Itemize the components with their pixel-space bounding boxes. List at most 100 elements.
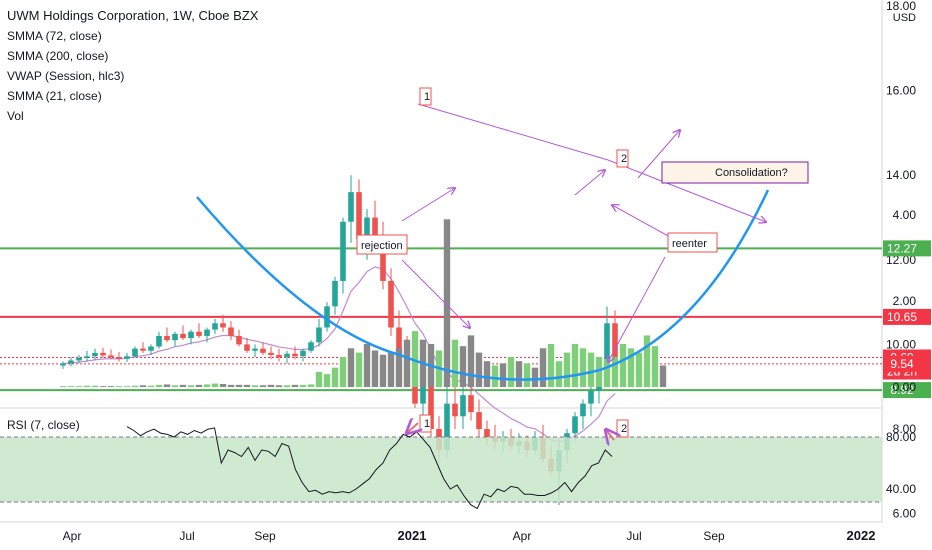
volume-bar xyxy=(155,384,163,387)
candle-body xyxy=(468,395,474,413)
volume-bar xyxy=(379,354,387,387)
volume-bar xyxy=(195,384,203,387)
rsi-tick-label: 80.00 xyxy=(886,430,916,444)
level-badge-label: 9.54 xyxy=(890,357,914,371)
volume-bar xyxy=(275,385,283,387)
candle-body xyxy=(284,353,290,358)
volume-bar xyxy=(555,361,563,387)
candle-body xyxy=(268,352,274,355)
volume-bar xyxy=(307,384,315,387)
volume-bar xyxy=(491,365,499,387)
volume-bar xyxy=(211,383,219,387)
candle-body xyxy=(212,323,218,330)
volume-bar xyxy=(515,361,523,387)
candle-body xyxy=(84,356,90,358)
candle-body xyxy=(220,323,226,328)
chart-legend: UWM Holdings Corporation, 1W, Cboe BZX S… xyxy=(7,6,258,126)
rsi-marker-2: 2 xyxy=(621,423,627,435)
volume-bar xyxy=(395,348,403,387)
volume-bar xyxy=(203,384,211,387)
marker-1: 1 xyxy=(424,91,430,103)
rsi-tick-label: 40.00 xyxy=(886,482,916,496)
currency-label: USD xyxy=(893,12,916,24)
volume-bar xyxy=(483,361,491,387)
price-tick-label: 14.00 xyxy=(886,168,916,182)
candle-body xyxy=(92,352,98,357)
rsi-band xyxy=(0,437,882,502)
rsi-arrow-2 xyxy=(606,430,614,440)
candle-body xyxy=(476,412,482,429)
volume-bar xyxy=(387,352,395,387)
candle-body xyxy=(260,348,266,353)
volume-bar xyxy=(131,385,139,387)
volume-bar xyxy=(259,385,267,387)
volume-bar xyxy=(475,352,483,387)
volume-bar xyxy=(291,384,299,387)
smma-21-line xyxy=(62,266,616,443)
volume-bar xyxy=(67,386,75,387)
candle-body xyxy=(140,348,146,351)
candle-body xyxy=(236,335,242,345)
candle-body xyxy=(356,192,362,239)
candle-body xyxy=(116,357,122,359)
candle-body xyxy=(188,331,194,339)
volume-bar xyxy=(91,385,99,387)
candle-body xyxy=(484,429,490,438)
volume-bar xyxy=(283,385,291,387)
candle-body xyxy=(604,323,610,379)
volume-bar xyxy=(651,346,659,387)
indicator-vwap: VWAP (Session, hlc3) xyxy=(7,69,125,83)
price-tick-label: 10.00 xyxy=(886,337,916,351)
volume-bar xyxy=(547,344,555,387)
time-tick-label: 2022 xyxy=(847,528,876,543)
volume-bar xyxy=(595,356,603,387)
volume-bar xyxy=(123,386,131,387)
candle-body xyxy=(156,335,162,347)
reenter-arrow-up xyxy=(612,205,671,238)
candle-body xyxy=(324,306,330,328)
indicator-smma-72: SMMA (72, close) xyxy=(7,29,102,43)
reenter-arrow-down xyxy=(608,256,666,362)
candle-body xyxy=(164,335,170,341)
volume-bar xyxy=(219,383,227,387)
marker-2: 2 xyxy=(621,153,627,165)
rejection-arrow-up xyxy=(401,188,455,222)
volume-bar xyxy=(611,356,619,387)
candle-body xyxy=(308,342,314,351)
consolidation-box xyxy=(661,161,809,184)
candle-body xyxy=(228,327,234,336)
candle-body xyxy=(148,346,154,351)
volume-bar xyxy=(619,344,627,387)
volume-bar xyxy=(83,385,91,387)
marker-2-box xyxy=(616,149,629,168)
volume-bar xyxy=(579,348,587,387)
level-badge-label: 8.92 xyxy=(890,383,914,397)
volume-bar xyxy=(315,371,323,387)
time-tick-label: Sep xyxy=(254,529,276,543)
volume-bar xyxy=(403,339,411,387)
rsi-marker-1: 1 xyxy=(424,418,430,430)
price-tick-label: 18.00 xyxy=(886,0,916,13)
candle-body xyxy=(452,403,458,417)
level-badge-12.27 xyxy=(883,240,931,257)
volume-tick-label: 4.00 xyxy=(893,208,917,222)
consolidation-label: Consolidation? xyxy=(715,167,788,179)
candle-body xyxy=(380,242,386,281)
time-tick-label: Apr xyxy=(63,529,82,543)
candle-body xyxy=(428,386,434,429)
reenter-label: reenter xyxy=(672,238,707,250)
candle-body xyxy=(132,348,138,357)
candle-body xyxy=(612,323,618,358)
volume-bar xyxy=(179,384,187,387)
volume-bar xyxy=(443,219,451,387)
reenter-label-box xyxy=(667,232,718,253)
volume-bar xyxy=(187,385,195,387)
volume-bar xyxy=(531,367,539,387)
volume-bar xyxy=(371,350,379,387)
level-badge-9.54 xyxy=(883,355,931,372)
price-tick-label: 6.00 xyxy=(893,507,917,521)
volume-bar xyxy=(59,386,67,387)
cup-curve xyxy=(196,189,770,381)
volume-bar xyxy=(147,385,155,387)
